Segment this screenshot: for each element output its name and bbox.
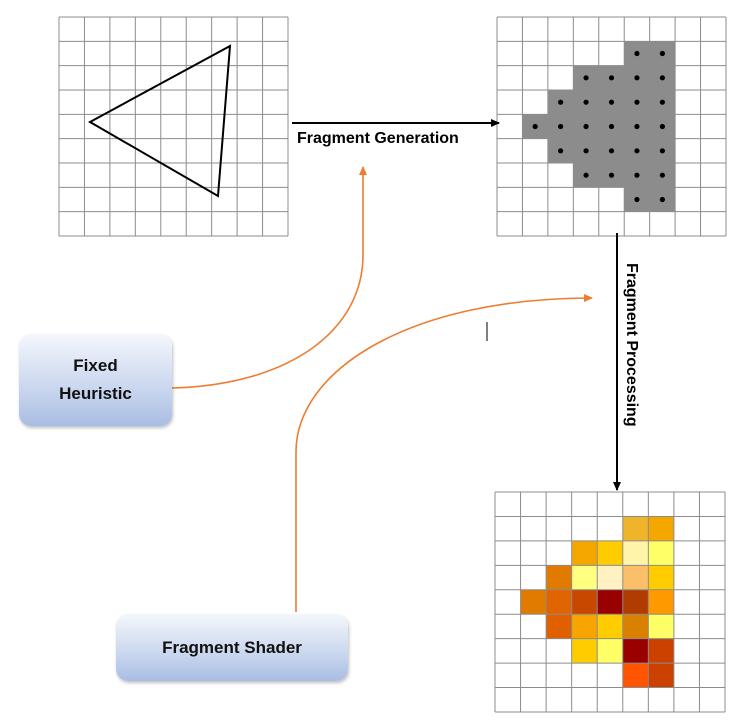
primitive-grid [58,16,289,237]
fragment-dot [583,75,589,81]
shaded-fragment-cell [622,614,649,639]
fragment-dot [634,148,640,154]
fragment-dot [659,148,665,154]
fragment-dot [659,75,665,81]
fragment-dot [608,148,615,154]
fragment-dot [583,148,589,154]
fragment-dot [608,75,615,81]
shaded-fragment-cell [597,589,623,615]
shaded-fragment-cell [648,614,674,639]
fragment-dot [634,196,640,203]
fragment-shader-label: Fragment Shader [162,637,302,657]
fragment-dot [659,172,665,178]
shaded-fragment-cell [571,540,598,566]
shaded-fragment-cell [622,663,649,688]
shaded-fragment-cell [648,540,674,566]
fragment-dot [558,123,564,130]
shaded-fragment-cell [571,638,598,664]
shaded-fragment-cell [648,516,674,541]
fragment-shader-arrow [295,294,593,612]
shaded-fragment-cell [597,565,623,590]
fragment-dot [532,123,538,130]
shaded-fragment-cell [571,614,598,639]
fragment-dot [634,172,640,178]
fragment-dot [558,148,564,154]
fragment-processing-label: Fragment Processing [623,263,640,427]
fragment-grid [496,16,727,237]
shaded-fragment-cell [597,638,623,664]
fragment-dot [608,172,615,178]
shaded-fragment-cell [648,589,674,615]
shaded-fragment-cell [571,565,598,590]
shaded-fragment-cell [648,565,674,590]
shaded-fragment-cell [648,638,674,664]
shaded-fragment-cell [546,614,572,639]
shaded-fragment-cell [546,565,572,590]
shaded-fragment-cell [546,589,572,615]
fragment-dot [634,123,640,130]
fragment-dot [583,172,589,178]
fragment-shader-box: Fragment Shader [116,614,348,681]
fragment-dot [583,99,589,105]
fragment-dot [634,50,640,57]
shaded-fragment-cell [571,589,598,615]
fragment-dot [659,50,665,57]
fragment-dot [558,99,564,105]
fragment-dot [608,99,615,105]
shaded-fragment-cell [597,540,623,566]
fragment-generation-label: Fragment Generation [297,130,459,147]
shaded-fragment-grid [494,491,726,713]
shaded-fragment-cell [622,516,649,541]
fragment-dot [608,123,615,130]
shaded-fragment-cell [648,663,674,688]
shaded-fragment-cell [597,614,623,639]
fragment-dot [659,99,665,105]
shaded-fragment-cell [622,589,649,615]
fixed-heuristic-box: Fixed Heuristic [19,334,172,426]
fragment-dot [583,123,589,130]
fragment-dot [634,75,640,81]
fragment-dot [634,99,640,105]
fixed-heuristic-label-line2: Heuristic [59,384,132,403]
fragment-dot [659,196,665,203]
shaded-fragment-cell [622,540,649,566]
fixed-heuristic-arrow [171,166,367,389]
triangle-primitive [87,44,232,198]
shaded-fragment-cell [622,638,649,664]
shaded-fragment-cell [520,589,547,615]
shaded-fragment-cell [622,565,649,590]
fixed-heuristic-label-line1: Fixed [73,356,118,375]
fragment-dot [659,123,665,130]
